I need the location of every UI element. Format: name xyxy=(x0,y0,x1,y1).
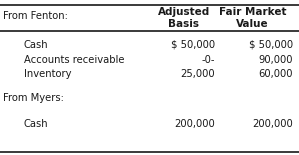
Text: 60,000: 60,000 xyxy=(259,69,293,79)
Text: 25,000: 25,000 xyxy=(181,69,215,79)
Text: $ 50,000: $ 50,000 xyxy=(171,40,215,50)
Text: Cash: Cash xyxy=(24,40,48,50)
Text: Adjusted
Basis: Adjusted Basis xyxy=(158,7,210,29)
Text: Inventory: Inventory xyxy=(24,69,71,79)
Text: Cash: Cash xyxy=(24,119,48,129)
Text: 200,000: 200,000 xyxy=(175,119,215,129)
Text: 200,000: 200,000 xyxy=(252,119,293,129)
Text: Accounts receivable: Accounts receivable xyxy=(24,55,124,65)
Text: From Myers:: From Myers: xyxy=(3,93,64,103)
Text: -0-: -0- xyxy=(202,55,215,65)
Text: Fair Market
Value: Fair Market Value xyxy=(219,7,286,29)
Text: 90,000: 90,000 xyxy=(259,55,293,65)
Text: From Fenton:: From Fenton: xyxy=(3,11,68,21)
Text: $ 50,000: $ 50,000 xyxy=(249,40,293,50)
